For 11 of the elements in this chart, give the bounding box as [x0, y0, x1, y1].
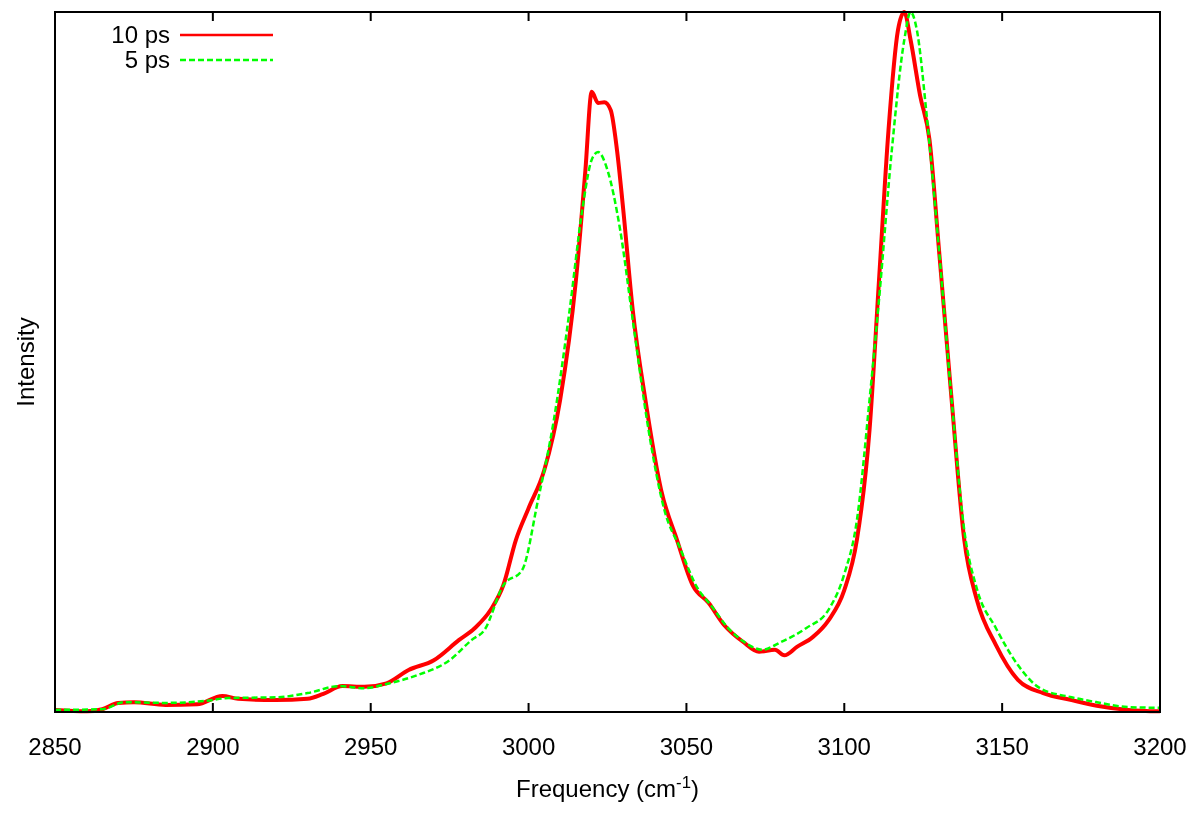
- x-tick-label: 2850: [28, 733, 82, 760]
- x-axis-title: Frequency (cm$^{-1}$): [516, 772, 699, 802]
- legend-label: 10 ps: [111, 21, 170, 48]
- x-tick-label: 3150: [975, 733, 1029, 760]
- x-tick-label: 2900: [186, 733, 240, 760]
- x-tick-label: 2950: [344, 733, 398, 760]
- x-tick-label: 3100: [817, 733, 871, 760]
- x-tick-label: 3200: [1133, 733, 1187, 760]
- y-axis-title: Intensity: [12, 317, 39, 407]
- x-tick-label: 3050: [659, 733, 714, 760]
- x-tick-label: 3000: [501, 733, 556, 760]
